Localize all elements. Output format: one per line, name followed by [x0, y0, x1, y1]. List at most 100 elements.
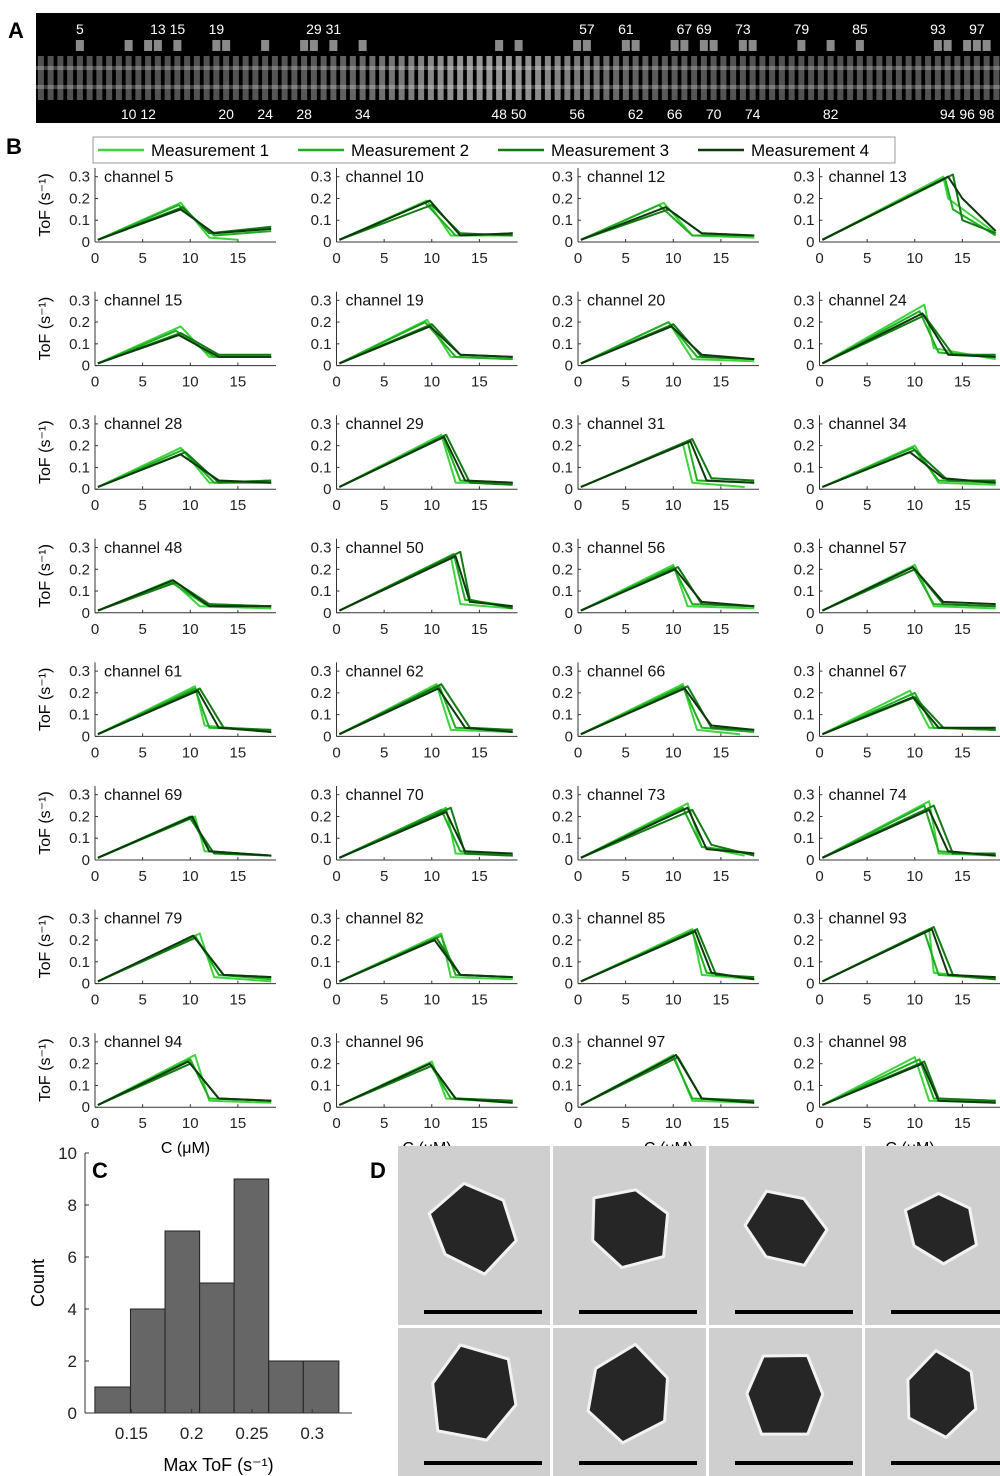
channel-marker — [670, 40, 679, 51]
legend-label: Measurement 4 — [751, 141, 869, 160]
subplot: 0 0.1 0.2 0.3 0 5 10 15 channel 61 ToF (s⁻¹) — [37, 662, 276, 761]
data-line — [338, 683, 513, 736]
y-tick-label: 0 — [82, 976, 90, 993]
subplot-title: channel 31 — [587, 416, 665, 433]
x-tick-label: 0 — [815, 992, 823, 1009]
nanoparticle — [586, 1342, 669, 1445]
subplot-title: channel 5 — [104, 169, 173, 186]
y-tick-label: 0.2 — [552, 561, 573, 578]
y-tick-label: 0.2 — [311, 1056, 332, 1073]
x-tick-label: 15 — [230, 621, 247, 638]
data-line — [338, 436, 513, 488]
channel-stripe — [964, 56, 971, 100]
y-tick-label: 0.2 — [311, 685, 332, 702]
y-tick-label: 0.3 — [552, 663, 573, 680]
x-tick-label: 5 — [380, 497, 388, 514]
subplot: 0 0.1 0.2 0.3 0 5 10 15 channel 66 — [552, 662, 759, 761]
x-tick-label: 5 — [380, 250, 388, 267]
channel-marker — [943, 40, 952, 51]
data-line — [97, 936, 272, 983]
x-tick-label: 10 — [182, 868, 199, 885]
channel-stripe — [398, 56, 405, 100]
subplot-title: channel 66 — [587, 663, 665, 680]
channel-stripe — [583, 56, 590, 100]
channel-marker — [826, 40, 835, 51]
y-tick-label: 0.3 — [794, 169, 815, 186]
subplot-title: channel 20 — [587, 293, 665, 310]
channel-stripe — [886, 56, 893, 100]
data-line — [821, 808, 996, 859]
x-tick-label: 5 — [138, 250, 146, 267]
y-tick-label: 0 — [565, 976, 573, 993]
channel-stripe — [125, 56, 132, 100]
x-tick-label: 15 — [954, 621, 971, 638]
data-line — [97, 208, 272, 241]
panel-label: B — [6, 134, 22, 159]
x-tick-label: 0 — [91, 1115, 99, 1132]
x-tick-label: 0 — [574, 1115, 582, 1132]
x-tick-label: 0.25 — [235, 1424, 268, 1443]
channel-stripe — [242, 56, 249, 100]
nanoparticle — [591, 1188, 670, 1270]
tile-gap — [398, 1325, 1000, 1328]
y-tick-label: 0.2 — [69, 685, 90, 702]
channel-marker — [699, 40, 708, 51]
x-tick-label: 0 — [91, 621, 99, 638]
data-line — [97, 201, 238, 241]
y-tick-label: 0.1 — [311, 583, 332, 600]
y-tick-label: 0 — [565, 852, 573, 869]
data-line — [580, 687, 755, 736]
channel-label: 24 — [257, 106, 273, 122]
y-axis-label: ToF (s⁻¹) — [37, 297, 54, 361]
y-tick-label: 0.2 — [69, 561, 90, 578]
y-tick-label: 0.1 — [311, 830, 332, 847]
x-tick-label: 10 — [423, 497, 440, 514]
subplot: 0 0.1 0.2 0.3 0 5 10 15 channel 29 — [311, 415, 518, 514]
x-tick-label: 10 — [906, 497, 923, 514]
subplot: 0 0.1 0.2 0.3 0 5 10 15 channel 20 — [552, 291, 759, 391]
data-line — [821, 312, 996, 365]
y-tick-label: 0 — [806, 234, 814, 251]
data-line — [338, 683, 513, 736]
channel-marker — [709, 40, 718, 51]
x-tick-label: 10 — [665, 992, 682, 1009]
y-tick-label: 0 — [806, 976, 814, 993]
data-line — [580, 206, 755, 241]
subplot-title: channel 13 — [829, 169, 907, 186]
x-tick-label: 15 — [954, 992, 971, 1009]
y-tick-label: 0.3 — [69, 663, 90, 680]
channel-stripe — [808, 56, 815, 100]
y-tick-label: 0 — [323, 234, 331, 251]
y-tick-label: 0.3 — [794, 540, 815, 557]
x-tick-label: 15 — [230, 497, 247, 514]
channel-stripe — [515, 56, 522, 100]
x-tick-label: 0 — [91, 250, 99, 267]
subplot-title: channel 57 — [829, 540, 907, 557]
y-tick-label: 0.2 — [69, 190, 90, 207]
y-tick-label: 0.3 — [311, 787, 332, 804]
y-tick-label: 0.3 — [794, 787, 815, 804]
x-tick-label: 10 — [423, 374, 440, 391]
channel-stripe — [379, 56, 386, 100]
channel-stripe — [86, 56, 93, 100]
data-line — [821, 804, 996, 859]
channel-stripe — [164, 56, 171, 100]
x-tick-label: 10 — [423, 868, 440, 885]
scale-bar — [891, 1461, 1000, 1465]
channel-marker — [680, 40, 689, 51]
x-axis-label: Max ToF (s⁻¹) — [163, 1455, 273, 1475]
x-tick-label: 0 — [574, 250, 582, 267]
x-tick-label: 5 — [863, 497, 871, 514]
y-tick-label: 0.2 — [69, 1056, 90, 1073]
x-tick-label: 10 — [423, 250, 440, 267]
x-tick-label: 0 — [815, 250, 823, 267]
scale-bar — [735, 1310, 853, 1314]
subplot: 0 0.1 0.2 0.3 0 5 10 15 channel 57 — [794, 538, 1000, 638]
x-tick-label: 5 — [863, 250, 871, 267]
channel-stripe — [457, 56, 464, 100]
data-line — [97, 815, 272, 859]
x-tick-label: 10 — [182, 744, 199, 761]
y-tick-label: 0.1 — [311, 954, 332, 971]
y-tick-label: 0.2 — [552, 438, 573, 455]
channel-stripe — [291, 56, 298, 100]
